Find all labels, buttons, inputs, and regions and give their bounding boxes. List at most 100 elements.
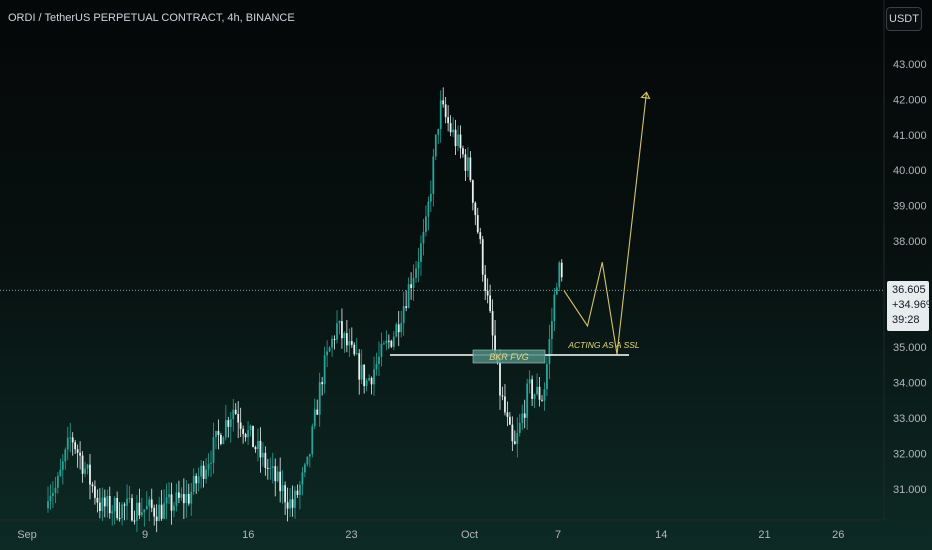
- candle-body: [338, 321, 341, 324]
- candle-body: [541, 399, 543, 401]
- candle-body: [533, 394, 536, 399]
- candle-body: [234, 409, 237, 414]
- candle-body: [328, 347, 331, 352]
- currency-button[interactable]: USDT: [886, 7, 922, 31]
- candle-body: [155, 516, 158, 521]
- candle-body: [131, 498, 133, 521]
- candle-body: [481, 239, 484, 275]
- candle-body: [200, 465, 203, 477]
- y-tick-label: 43.000: [893, 59, 927, 71]
- candle-body: [66, 437, 69, 450]
- candle-body: [553, 294, 556, 322]
- candle-body: [449, 123, 452, 133]
- candle-body: [81, 455, 84, 474]
- candle-body: [442, 100, 445, 105]
- candle-body: [237, 413, 240, 423]
- candle-body: [415, 268, 417, 279]
- candle-body: [195, 475, 198, 484]
- candle-body: [185, 494, 188, 504]
- current-price-tag: 36.605 +34.96% 39:28: [887, 281, 932, 331]
- candle-body: [61, 461, 64, 470]
- candle-body: [252, 425, 254, 448]
- candle-body: [462, 148, 464, 155]
- candle-body: [140, 512, 143, 516]
- projection-path: [563, 92, 648, 355]
- candle-body: [405, 306, 408, 308]
- price-axis[interactable]: 43.000 42.000 41.000 40.000 39.000 38.000 35.0…: [893, 59, 927, 496]
- candle-body: [259, 440, 262, 458]
- candle-body: [180, 494, 183, 498]
- candle-body: [296, 490, 299, 496]
- candle-body: [232, 409, 235, 420]
- time-axis[interactable]: Sep 9 16 23 Oct 7 14 21 26: [17, 529, 844, 541]
- candle-body: [175, 492, 178, 506]
- candle-body: [427, 201, 430, 217]
- y-tick-label: 33.000: [893, 413, 927, 425]
- y-tick-label: 40.000: [893, 165, 927, 177]
- candle-body: [224, 420, 227, 438]
- projection-arrowhead: [640, 91, 651, 99]
- candle-body: [370, 377, 373, 385]
- candle-body: [118, 517, 121, 519]
- candle-body: [336, 323, 338, 340]
- candle-body: [439, 100, 442, 130]
- candle-body: [96, 497, 99, 503]
- candle-body: [187, 494, 190, 504]
- candle-body: [375, 363, 378, 370]
- candle-body: [205, 469, 207, 479]
- candle-body: [464, 154, 467, 171]
- candle-body: [54, 487, 57, 494]
- candle-body: [511, 424, 514, 442]
- candle-body: [390, 340, 393, 347]
- candle-body: [476, 215, 479, 233]
- candle-body: [538, 386, 541, 400]
- candle-body: [457, 134, 459, 147]
- candle-body: [523, 413, 526, 418]
- candle-body: [274, 466, 277, 482]
- candle-body: [546, 363, 548, 390]
- candle-body: [89, 464, 91, 485]
- y-tick-label: 41.000: [893, 130, 927, 142]
- bkr-fvg-label: BKR FVG: [489, 352, 529, 362]
- candle-body: [518, 422, 521, 433]
- candle-body: [182, 494, 185, 504]
- x-tick-label: 9: [142, 529, 148, 541]
- candle-body: [459, 134, 462, 149]
- candle-body: [447, 117, 450, 124]
- candle-body: [165, 497, 168, 504]
- candle-body: [444, 104, 447, 118]
- candle-body: [121, 504, 123, 519]
- y-tick-label: 39.000: [893, 201, 927, 213]
- candle-body: [254, 447, 257, 450]
- candle-body: [508, 416, 511, 425]
- candle-body: [113, 497, 116, 512]
- candle-body: [56, 475, 59, 488]
- annotations-layer: BKR FVG ACTING AS A SSL: [390, 91, 651, 364]
- candle-body: [474, 202, 477, 216]
- candle-body: [452, 129, 454, 133]
- candle-body: [178, 492, 180, 498]
- y-tick-label: 34.000: [893, 378, 927, 390]
- candle-body: [111, 511, 114, 514]
- candle-body: [71, 437, 74, 443]
- candle-body: [402, 306, 405, 324]
- candle-body: [64, 449, 67, 462]
- candle-body: [358, 353, 361, 380]
- candle-body: [504, 396, 506, 413]
- candle-body: [343, 333, 346, 339]
- candle-body: [192, 475, 195, 492]
- x-tick-label: 7: [555, 529, 561, 541]
- candle-body: [284, 485, 287, 503]
- candle-body: [94, 486, 96, 498]
- candle-body: [173, 505, 175, 511]
- candle-body: [242, 428, 245, 435]
- candle-body: [479, 232, 482, 240]
- candle-body: [59, 469, 62, 476]
- x-tick-label: Oct: [461, 529, 478, 541]
- candle-body: [558, 262, 561, 288]
- candle-body: [526, 383, 529, 418]
- candle-body: [494, 335, 496, 355]
- candle-body: [106, 495, 109, 507]
- candle-body: [395, 324, 398, 337]
